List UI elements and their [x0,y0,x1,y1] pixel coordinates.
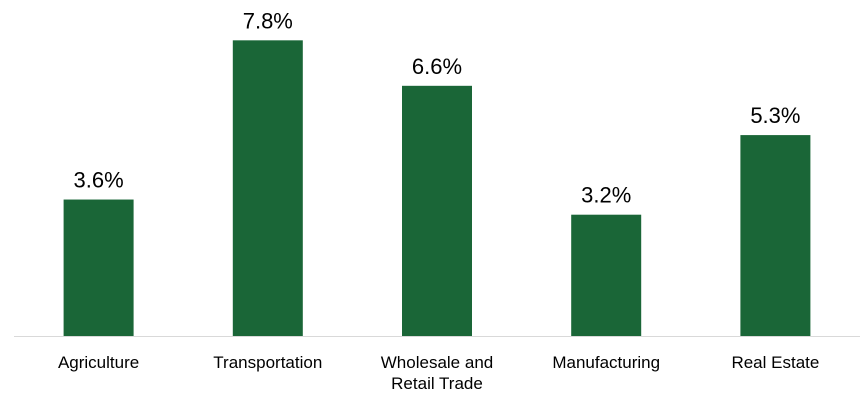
bar [63,199,134,336]
x-tick-label: Real Estate [731,353,819,372]
x-tick-label-line: Manufacturing [552,353,660,372]
value-labels-group: 3.6% 7.8% 6.6% 3.2% 5.3% [74,8,801,207]
bar [571,214,642,336]
x-tick-label: Agriculture [58,353,139,372]
x-tick-label-line: Wholesale and [381,353,493,372]
bar [740,135,811,336]
x-tick-label: Manufacturing [552,353,660,372]
data-label: 5.3% [750,103,800,128]
bars-group [63,40,811,336]
bar [402,85,472,336]
data-label: 3.6% [74,168,124,193]
category-labels-group: Agriculture Transportation Wholesale and Re… [58,353,819,393]
data-label: 6.6% [412,54,462,79]
bar [232,40,303,336]
x-tick-label-line: Real Estate [731,353,819,372]
data-label: 7.8% [243,8,293,33]
x-tick-label: Transportation [213,353,322,372]
x-tick-label-line: Retail Trade [391,374,483,393]
x-tick-label-line: Transportation [213,353,322,372]
data-label: 3.2% [581,183,631,208]
x-tick-label-line: Agriculture [58,353,139,372]
x-tick-label: Wholesale and Retail Trade [381,353,493,393]
